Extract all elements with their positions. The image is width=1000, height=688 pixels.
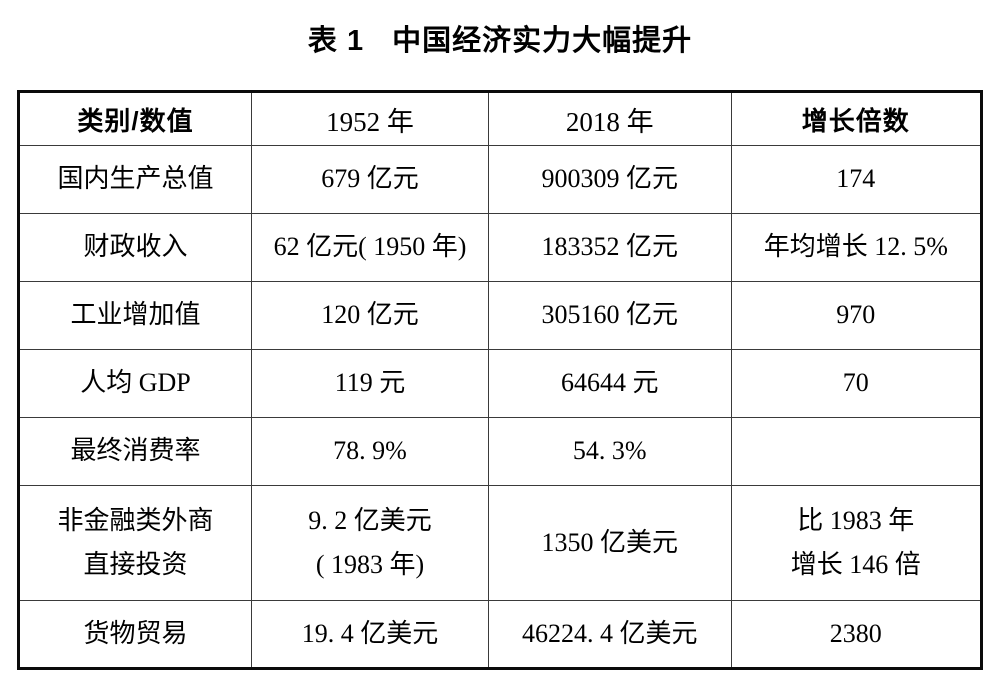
table-row-gdp: 国内生产总值 679 亿元 900309 亿元 174 (17, 145, 983, 214)
table-row-final-consumption-rate: 最终消费率 78. 9% 54. 3% (17, 417, 983, 486)
cell-growth: 比 1983 年 增长 146 倍 (730, 485, 983, 601)
cell-category: 人均 GDP (17, 349, 253, 418)
cell-category: 货物贸易 (17, 600, 253, 669)
cell-1952: 19. 4 亿美元 (251, 600, 489, 669)
cell-2018: 54. 3% (487, 417, 732, 486)
cell-growth: 2380 (730, 600, 983, 669)
cell-2018: 305160 亿元 (487, 281, 732, 350)
cell-2018: 183352 亿元 (487, 213, 732, 282)
table-caption-label: 表 1 (307, 25, 365, 57)
table-row-industrial-added-value: 工业增加值 120 亿元 305160 亿元 970 (17, 281, 983, 350)
table-caption-text: 中国经济实力大幅提升 (392, 25, 693, 57)
cell-1952: 62 亿元( 1950 年) (251, 213, 489, 282)
table-caption: 表 1 中国经济实力大幅提升 (0, 22, 1000, 60)
economic-strength-table: 类别/数值 1952 年 2018 年 增长倍数 国内生产总值 679 亿元 9… (17, 90, 983, 670)
cell-category: 国内生产总值 (17, 145, 253, 214)
cell-1952: 120 亿元 (251, 281, 489, 350)
table-row-goods-trade: 货物贸易 19. 4 亿美元 46224. 4 亿美元 2380 (17, 600, 983, 669)
cell-growth (730, 417, 983, 486)
cell-growth: 70 (730, 349, 983, 418)
cell-2018: 46224. 4 亿美元 (487, 600, 732, 669)
cell-2018: 64644 元 (487, 349, 732, 418)
cell-category: 最终消费率 (17, 417, 253, 486)
cell-1952: 119 元 (251, 349, 489, 418)
cell-2018: 900309 亿元 (487, 145, 732, 214)
header-year-2018: 2018 年 (487, 91, 732, 146)
cell-category: 非金融类外商 直接投资 (17, 485, 253, 601)
cell-1952: 679 亿元 (251, 145, 489, 214)
header-year-1952: 1952 年 (251, 91, 489, 146)
cell-growth: 174 (730, 145, 983, 214)
header-row: 类别/数值 1952 年 2018 年 增长倍数 (17, 91, 983, 146)
header-growth-factor: 增长倍数 (730, 91, 983, 146)
cell-growth: 年均增长 12. 5% (730, 213, 983, 282)
cell-growth: 970 (730, 281, 983, 350)
cell-2018: 1350 亿美元 (487, 485, 732, 601)
header-category: 类别/数值 (17, 91, 253, 146)
cell-category: 工业增加值 (17, 281, 253, 350)
cell-1952: 9. 2 亿美元 ( 1983 年) (251, 485, 489, 601)
cell-category: 财政收入 (17, 213, 253, 282)
table-row-per-capita-gdp: 人均 GDP 119 元 64644 元 70 (17, 349, 983, 418)
cell-1952: 78. 9% (251, 417, 489, 486)
table-row-fiscal-revenue: 财政收入 62 亿元( 1950 年) 183352 亿元 年均增长 12. 5… (17, 213, 983, 282)
table-row-non-financial-fdi: 非金融类外商 直接投资 9. 2 亿美元 ( 1983 年) 1350 亿美元 … (17, 485, 983, 601)
